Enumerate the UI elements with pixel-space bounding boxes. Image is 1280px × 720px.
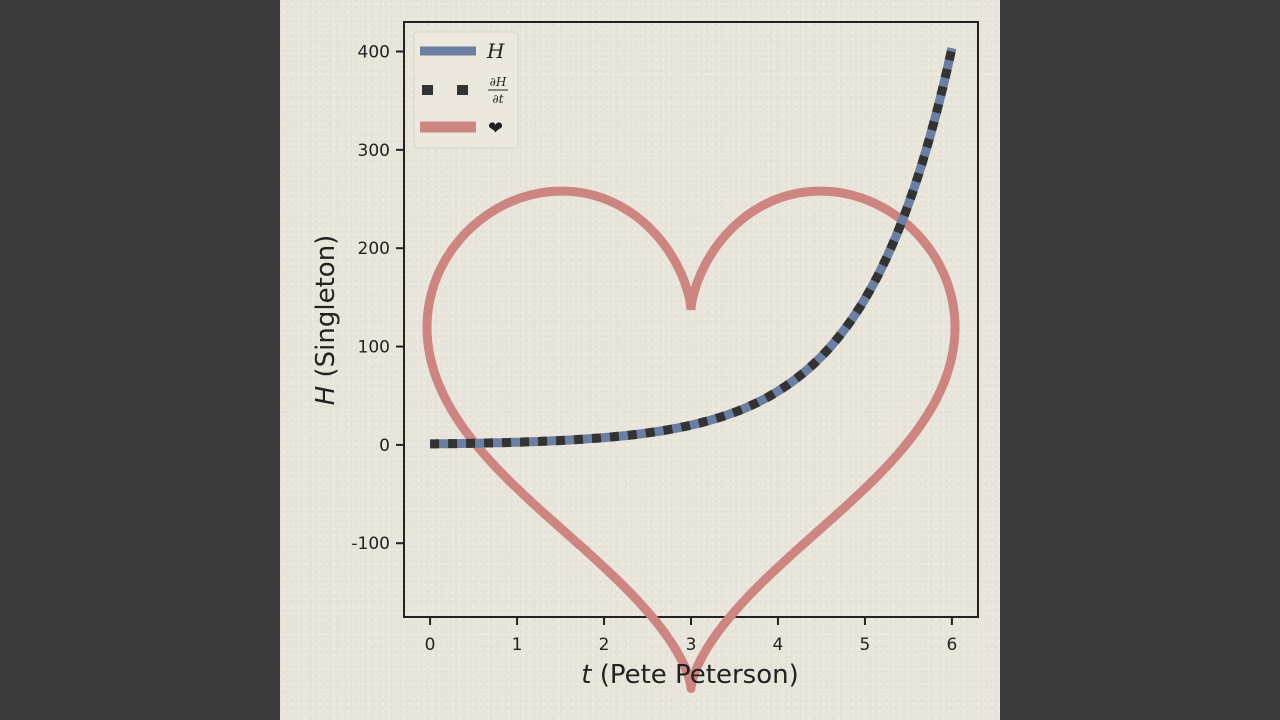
x-tick-label: 0 xyxy=(425,635,436,655)
y-tick-label: 200 xyxy=(358,239,390,259)
axis-ticks: 0 1 2 3 4 5 6 -100 0 100 200 300 400 xyxy=(351,43,957,655)
series-H-line xyxy=(430,47,957,449)
y-axis-label: H (Singleton) xyxy=(311,235,341,406)
legend-label-dHdt-num: ∂H xyxy=(490,75,507,89)
legend-label-heart: ❤ xyxy=(488,118,503,139)
plot-area xyxy=(403,21,979,693)
x-tick-label: 1 xyxy=(512,635,523,655)
y-tick-label: -100 xyxy=(351,534,390,554)
legend-label-H: H xyxy=(486,39,505,63)
series-heart xyxy=(422,186,960,693)
x-tick-label: 3 xyxy=(686,635,697,655)
y-tick-label: 0 xyxy=(379,436,390,456)
x-tick-label: 2 xyxy=(599,635,610,655)
x-axis-label: t (Pete Peterson) xyxy=(581,660,799,690)
y-tick-label: 400 xyxy=(358,43,390,63)
legend: H ∂H ∂t ❤ xyxy=(413,31,519,149)
y-tick-label: 100 xyxy=(358,338,390,358)
x-tick-label: 6 xyxy=(946,635,957,655)
legend-label-dHdt-den: ∂t xyxy=(492,92,503,106)
chart-paper xyxy=(280,0,1000,720)
y-tick-label: 300 xyxy=(358,141,390,161)
x-tick-label: 4 xyxy=(773,635,784,655)
x-tick-label: 5 xyxy=(860,635,871,655)
